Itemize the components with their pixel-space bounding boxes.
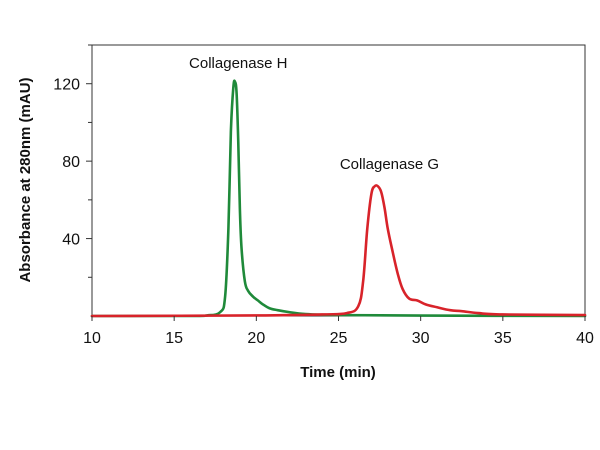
x-tick-label: 15 — [165, 330, 183, 347]
y-tick-label: 40 — [62, 232, 80, 249]
x-axis-title: Time (min) — [300, 364, 376, 381]
x-tick-label: 30 — [412, 330, 430, 347]
plot-frame — [91, 44, 586, 317]
y-tick-label: 80 — [62, 154, 80, 171]
series-line-2 — [90, 184, 587, 318]
x-tick-label: 40 — [576, 330, 594, 347]
x-tick-label: 10 — [83, 330, 101, 347]
series-line-1 — [90, 79, 587, 318]
series-layer — [90, 79, 587, 318]
tick-layer: 10 15 20 25 30 35 40 40 80 120 — [53, 44, 594, 347]
x-tick-label: 35 — [494, 330, 512, 347]
y-axis-title: Absorbance at 280nm (mAU) — [17, 77, 34, 282]
y-tick-label: 120 — [53, 77, 80, 94]
peak-annotation: Collagenase G — [340, 156, 439, 173]
x-tick-label: 20 — [247, 330, 265, 347]
peak-annotation: Collagenase H — [189, 55, 287, 72]
annotation-layer: Collagenase H Collagenase G — [189, 55, 439, 173]
x-tick-label: 25 — [330, 330, 348, 347]
